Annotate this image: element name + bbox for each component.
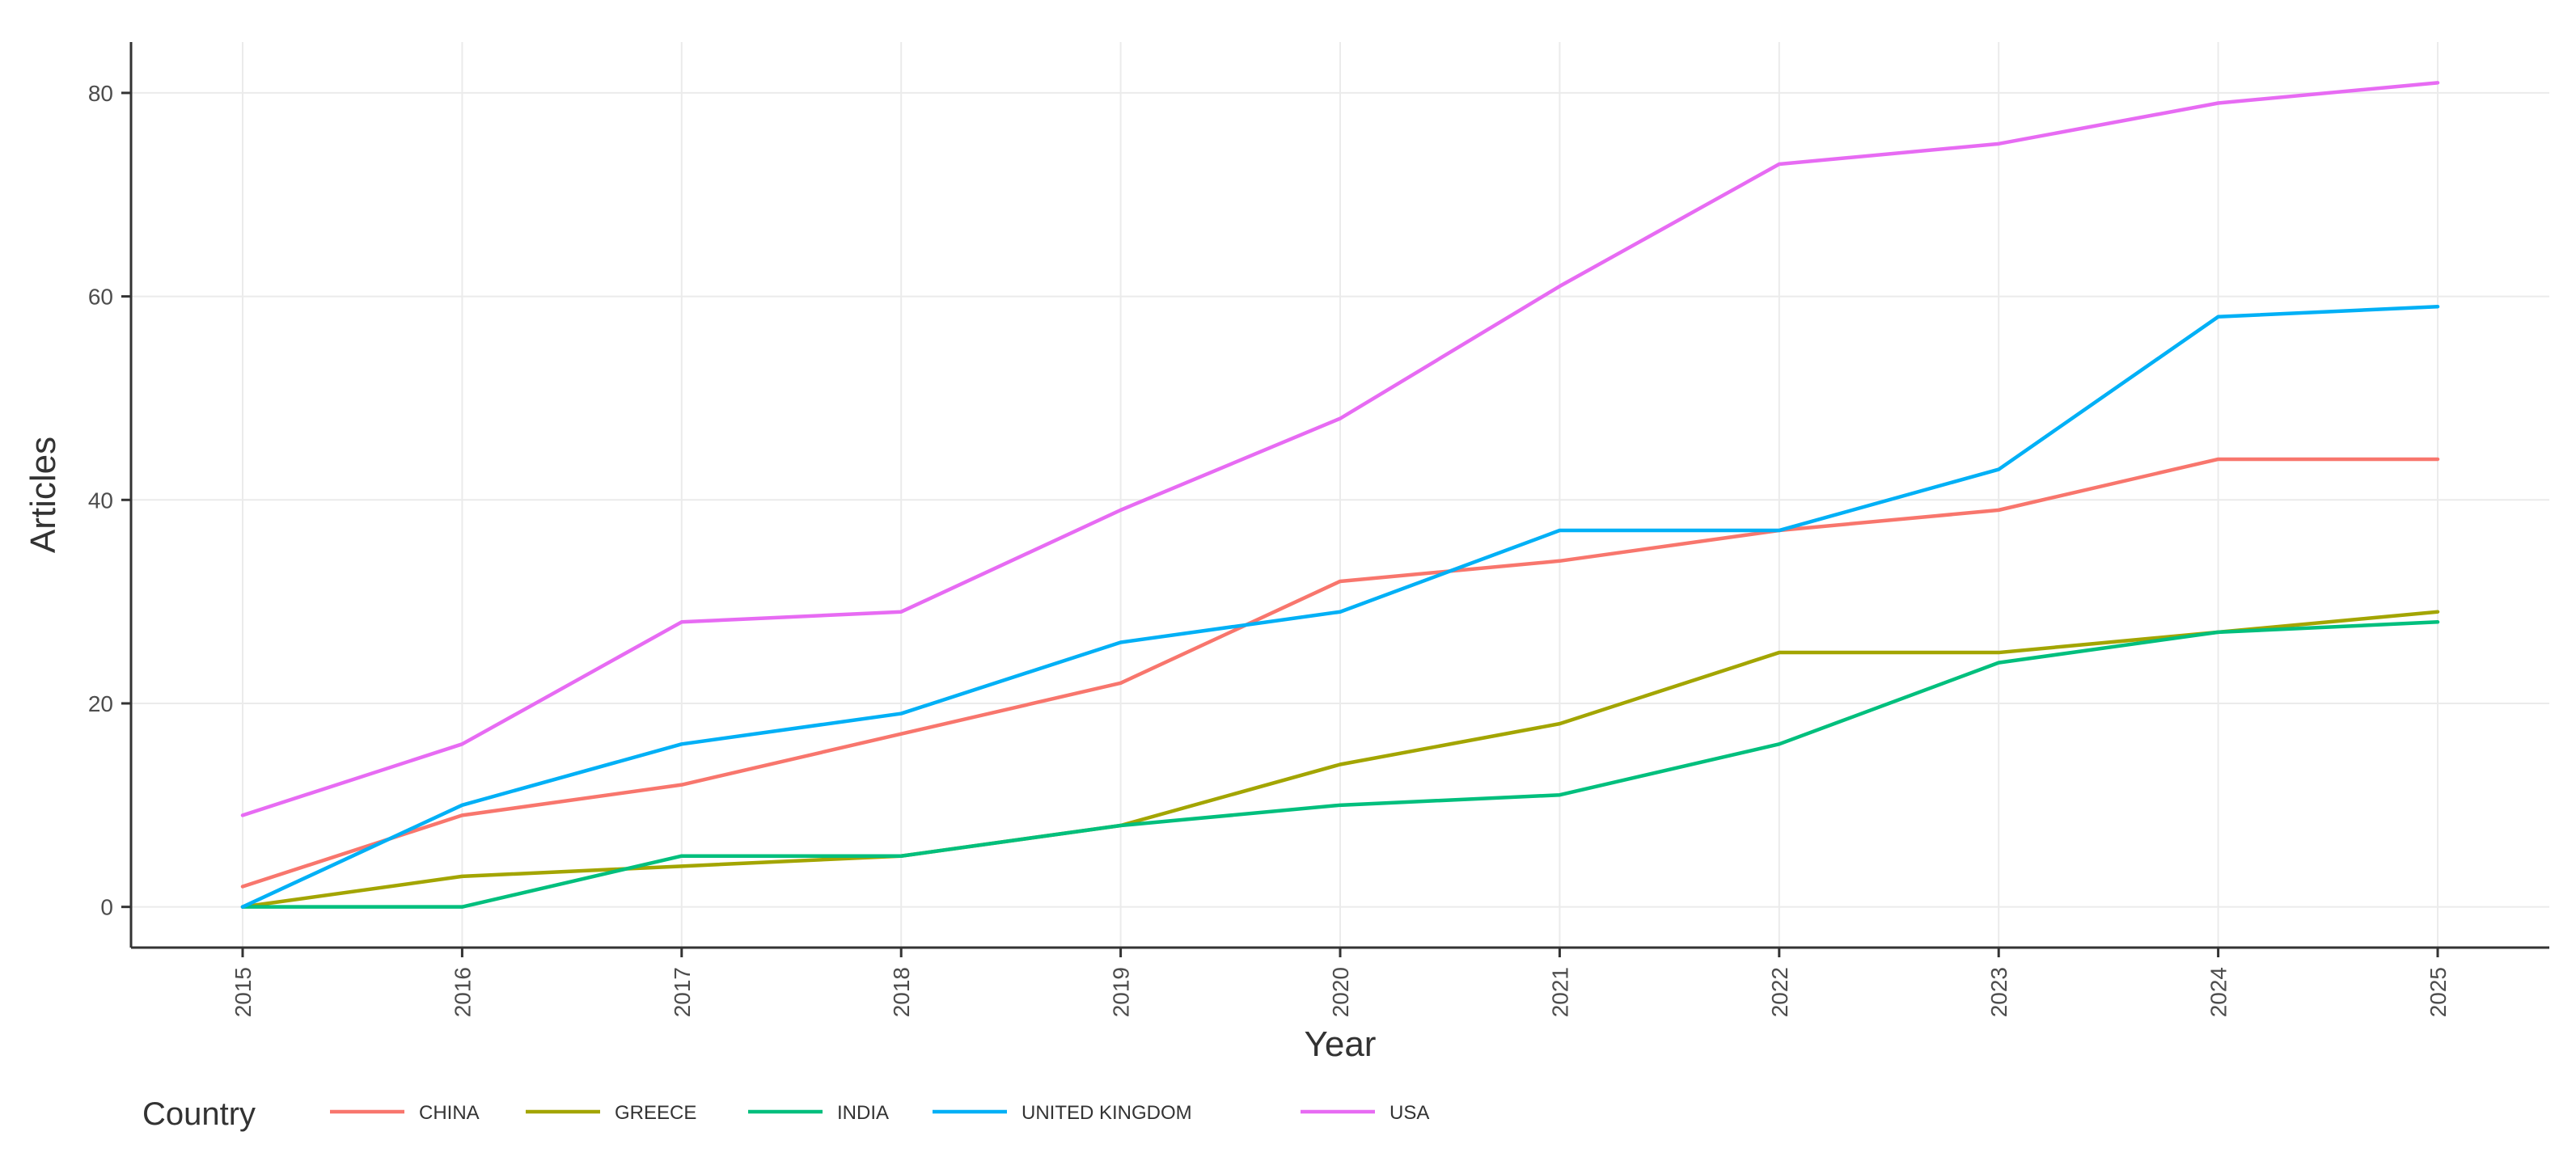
- x-tick-label: 2019: [1109, 967, 1134, 1017]
- y-tick-label: 20: [88, 691, 113, 716]
- legend-label: USA: [1390, 1102, 1429, 1124]
- x-tick-label: 2022: [1767, 967, 1792, 1017]
- x-tick-label: 2015: [231, 967, 256, 1017]
- x-axis-ticks: 2015 2016 2017 2018 2019 2020 2021 2022 2023 2024…: [231, 948, 2451, 1017]
- x-tick-label: 2017: [670, 967, 695, 1017]
- series-line-india: [240, 620, 2440, 909]
- x-tick-label: 2016: [450, 967, 475, 1017]
- legend-label: UNITED KINGDOM: [1022, 1102, 1192, 1124]
- series-line-china: [240, 457, 2440, 889]
- x-tick-label: 2023: [1986, 967, 2011, 1017]
- y-tick-label: 60: [88, 285, 113, 310]
- y-tick-label: 40: [88, 488, 113, 513]
- legend-title: Country: [142, 1096, 256, 1132]
- x-tick-label: 2025: [2426, 967, 2451, 1017]
- x-tick-label: 2018: [889, 967, 914, 1017]
- series-line-united-kingdom: [240, 304, 2440, 909]
- series-line-greece: [240, 610, 2440, 909]
- series-lines: [240, 81, 2440, 909]
- legend-label: CHINA: [419, 1102, 480, 1124]
- x-axis-title: Year: [1305, 1024, 1377, 1064]
- x-tick-label: 2024: [2206, 967, 2231, 1017]
- y-tick-label: 80: [88, 81, 113, 106]
- x-tick-label: 2021: [1547, 967, 1572, 1017]
- y-tick-label: 0: [100, 895, 113, 920]
- legend: Country CHINA GREECE INDIA UNITED KINGDOM US…: [142, 1096, 1429, 1132]
- legend-label: GREECE: [615, 1102, 696, 1124]
- y-axis-ticks: 0 20 40 60 80: [88, 81, 131, 920]
- legend-label: INDIA: [837, 1102, 889, 1124]
- series-line-usa: [240, 81, 2440, 817]
- y-axis-title: Articles: [23, 437, 63, 553]
- x-tick-label: 2020: [1328, 967, 1353, 1017]
